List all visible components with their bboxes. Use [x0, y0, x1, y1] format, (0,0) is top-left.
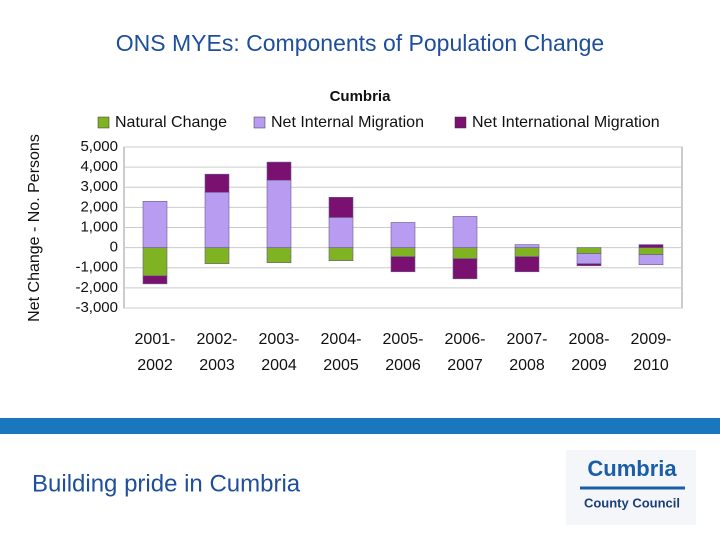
- legend-swatch: [97, 116, 110, 129]
- y-tick-label: 4,000: [80, 158, 118, 175]
- bar: [576, 253, 602, 265]
- bar: [452, 258, 478, 280]
- bar: [328, 217, 354, 248]
- bar: [266, 161, 292, 181]
- y-tick-label: 0: [110, 239, 118, 256]
- x-tick-label: 2003- 2004: [258, 331, 300, 374]
- bar: [452, 216, 478, 248]
- bar: [204, 191, 230, 248]
- bar: [266, 247, 292, 264]
- x-tick-label: 2007- 2008: [506, 331, 548, 374]
- bar: [204, 173, 230, 193]
- bar: [142, 247, 168, 277]
- bar: [638, 244, 664, 248]
- y-tick-label: 3,000: [80, 178, 118, 195]
- legend-label: Natural Change: [115, 114, 227, 131]
- bar: [390, 256, 416, 273]
- bar: [638, 254, 664, 266]
- x-tick-label: 2004- 2005: [320, 331, 362, 374]
- bar: [576, 263, 602, 267]
- logo-name: Cumbria: [587, 456, 677, 481]
- logo-subtitle: County Council: [584, 495, 680, 510]
- bar: [328, 197, 354, 218]
- bar: [142, 201, 168, 248]
- bar: [142, 275, 168, 285]
- y-tick-label: -3,000: [75, 299, 118, 316]
- legend-label: Net Internal Migration: [271, 114, 424, 131]
- x-tick-label: 2008- 2009: [568, 331, 610, 374]
- y-tick-label: 2,000: [80, 198, 118, 215]
- legend-label: Net International Migration: [472, 114, 660, 131]
- x-tick-label: 2001- 2002: [134, 331, 176, 374]
- slide-title: ONS MYEs: Components of Population Chang…: [116, 30, 604, 56]
- legend-swatch: [253, 116, 266, 129]
- bar: [638, 247, 664, 255]
- bar: [452, 247, 478, 259]
- legend-swatch: [454, 116, 467, 129]
- bar: [514, 256, 540, 273]
- chart-title: Cumbria: [330, 88, 392, 105]
- y-tick-label: -2,000: [75, 279, 118, 296]
- footer-band: [0, 418, 720, 434]
- bar: [514, 247, 540, 257]
- footer-text: Building pride in Cumbria: [32, 470, 301, 497]
- bar: [390, 222, 416, 248]
- y-tick-label: 5,000: [80, 138, 118, 155]
- x-tick-label: 2006- 2007: [444, 331, 486, 374]
- bar: [390, 247, 416, 257]
- bar: [576, 247, 602, 254]
- y-tick-label: -1,000: [75, 259, 118, 276]
- y-axis-label: Net Change - No. Persons: [26, 134, 43, 322]
- bar: [328, 247, 354, 262]
- bar: [204, 247, 230, 265]
- bar: [266, 179, 292, 248]
- x-tick-label: 2002- 2003: [196, 331, 238, 374]
- x-tick-label: 2009- 2010: [630, 331, 672, 374]
- bar: [514, 244, 540, 248]
- x-tick-label: 2005- 2006: [382, 331, 424, 374]
- y-tick-label: 1,000: [80, 218, 118, 235]
